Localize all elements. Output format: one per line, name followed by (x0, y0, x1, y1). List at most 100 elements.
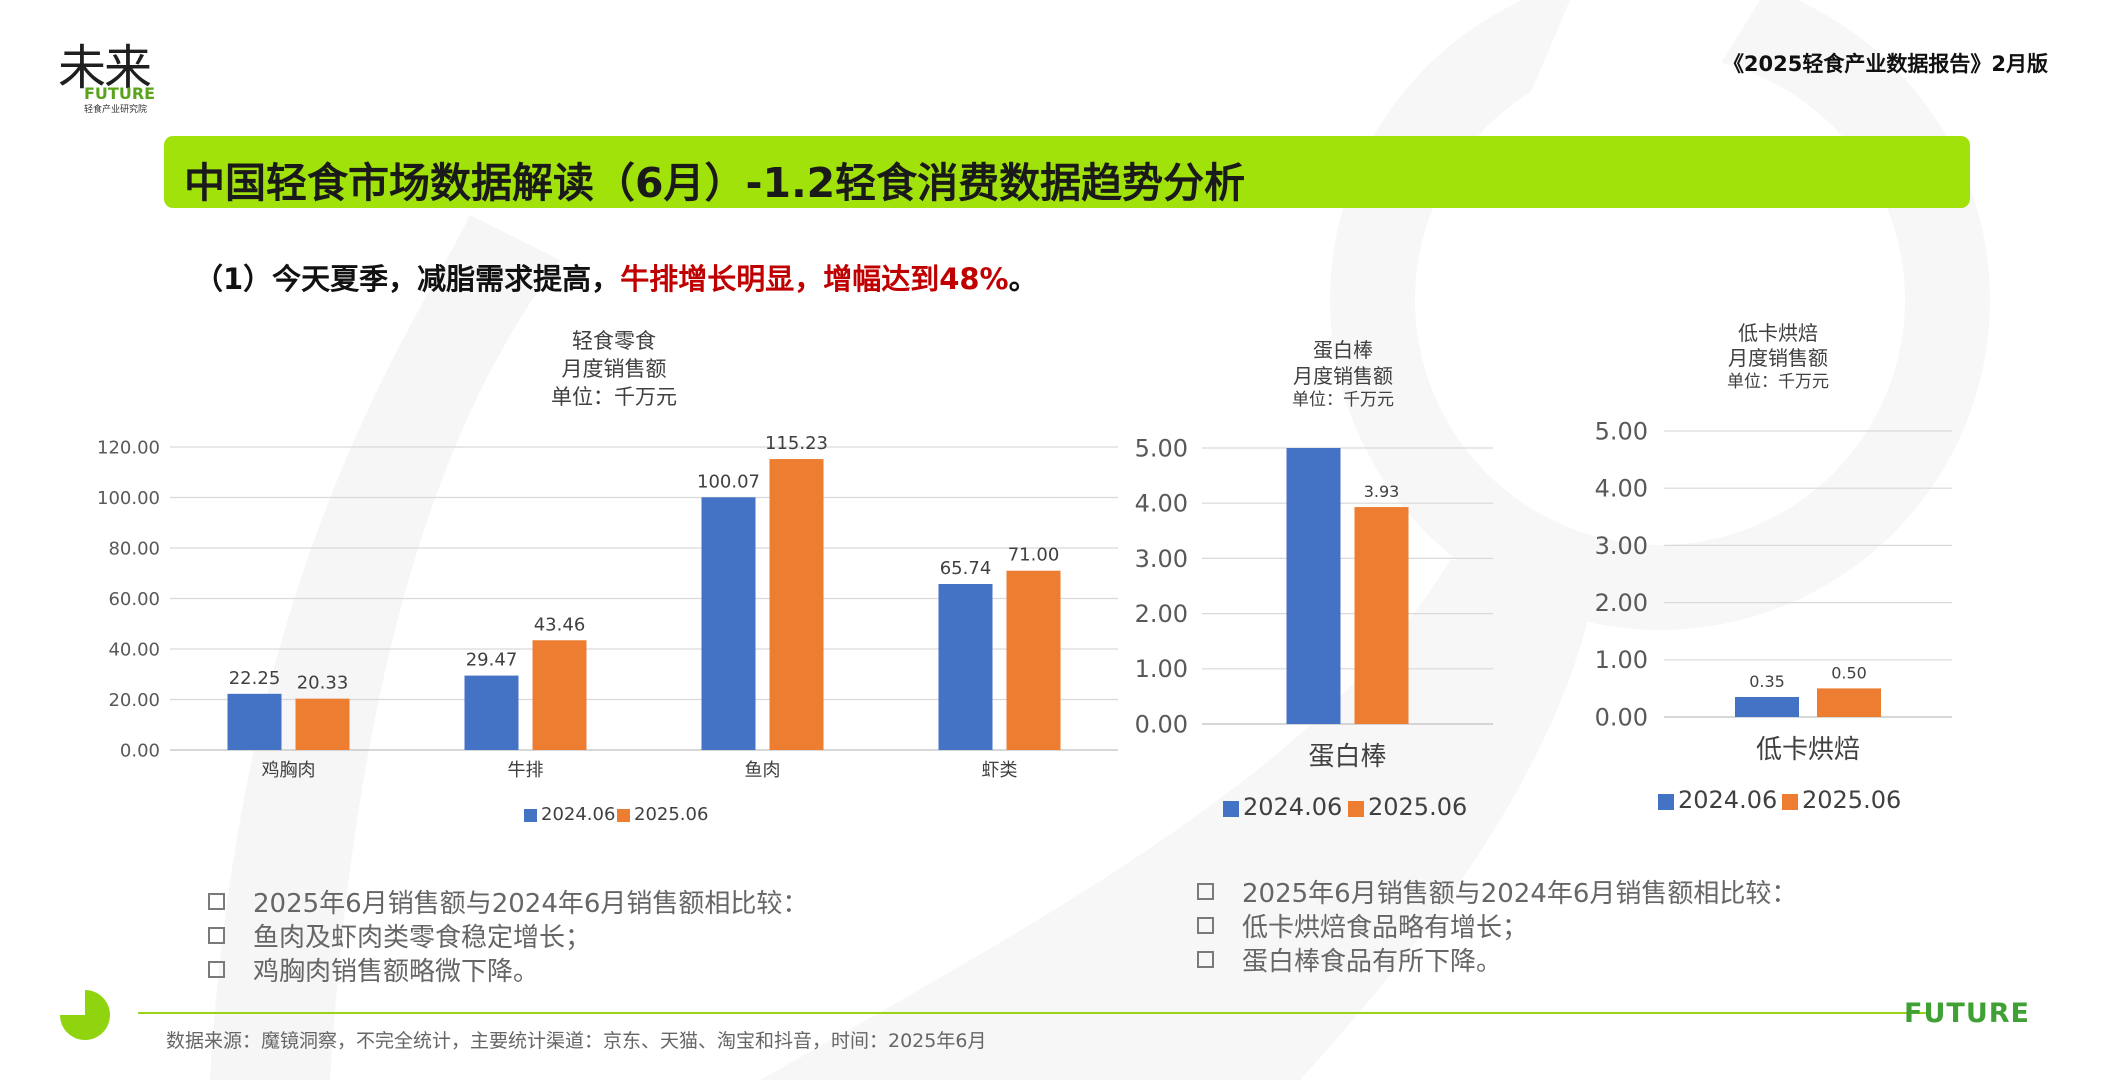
checkbox-icon (208, 892, 225, 910)
legend-swatch (1782, 794, 1798, 810)
y-tick-label: 3.00 (1135, 545, 1188, 573)
checkbox-icon (208, 960, 225, 978)
y-tick-label: 5.00 (1135, 434, 1188, 462)
subtitle-highlight: 牛排增长明显，增幅达到48% (620, 262, 1009, 296)
data-label: 22.25 (229, 668, 281, 689)
chart-title-line: 单位：千万元 (551, 385, 677, 409)
y-tick-label: 100.00 (97, 488, 160, 509)
note-item: 蛋白棒食品有所下降。 (1197, 942, 1797, 977)
chart-title-line: 月度销售额 (1728, 346, 1828, 370)
report-title: 《2025轻食产业数据报告》2月版 (1722, 52, 2048, 76)
x-category-label: 牛排 (508, 760, 544, 781)
y-tick-label: 5.00 (1595, 417, 1648, 445)
data-label: 0.35 (1749, 672, 1785, 691)
data-label: 115.23 (765, 433, 828, 454)
note-item: 鸡胸肉销售额略微下降。 (208, 952, 808, 987)
y-tick-label: 0.00 (1135, 710, 1188, 738)
legend-label: 2025.06 (634, 804, 708, 825)
legend-label: 2025.06 (1368, 793, 1467, 821)
legend-label: 2024.06 (1678, 786, 1777, 814)
bar (1286, 448, 1341, 724)
chart-title-line: 低卡烘焙 (1738, 321, 1818, 345)
data-label: 3.93 (1364, 482, 1400, 501)
x-category-label: 虾类 (982, 760, 1018, 781)
checkbox-icon (1197, 882, 1214, 900)
data-label: 65.74 (940, 558, 992, 579)
subtitle: （1）今天夏季，减脂需求提高，牛排增长明显，增幅达到48%。 (194, 256, 1038, 298)
y-tick-label: 2.00 (1135, 600, 1188, 628)
bar (701, 497, 756, 750)
note-text: 低卡烘焙食品略有增长； (1242, 912, 1529, 943)
logo-subtitle: 轻食产业研究院 (84, 105, 148, 115)
y-tick-label: 4.00 (1135, 490, 1188, 518)
bar (769, 459, 824, 750)
legend-label: 2024.06 (1243, 793, 1342, 821)
bar (532, 640, 587, 750)
y-tick-label: 4.00 (1595, 475, 1648, 503)
x-category-label: 鱼肉 (745, 760, 781, 781)
data-label: 100.07 (697, 471, 760, 492)
data-label: 20.33 (297, 673, 349, 694)
chart-title-line: 单位：千万元 (1727, 372, 1829, 392)
footer-logo-icon (60, 990, 110, 1040)
bar (464, 675, 519, 750)
footer-logo: FUTURE (1904, 998, 2030, 1029)
note-text: 2025年6月销售额与2024年6月销售额相比较： (1242, 878, 1798, 909)
bar (227, 693, 282, 750)
notes-right: 2025年6月销售额与2024年6月销售额相比较： 低卡烘焙食品略有增长； 蛋白… (1197, 874, 1798, 977)
note-text: 鱼肉及虾肉类零食稳定增长； (253, 922, 592, 953)
x-category-label: 低卡烘焙 (1756, 735, 1860, 765)
chart-title-line: 月度销售额 (562, 357, 667, 381)
chart-title-line: 单位：千万元 (1292, 390, 1394, 410)
bar (295, 698, 350, 750)
data-label: 71.00 (1008, 545, 1060, 566)
logo-chinese: 未来 (58, 40, 152, 96)
y-tick-label: 40.00 (108, 639, 160, 660)
note-item: 2025年6月销售额与2024年6月销售额相比较： (1197, 874, 1798, 909)
y-tick-label: 0.00 (1595, 703, 1648, 731)
y-tick-label: 20.00 (108, 690, 160, 711)
data-label: 43.46 (534, 614, 586, 635)
y-tick-label: 60.00 (108, 589, 160, 610)
note-item: 鱼肉及虾肉类零食稳定增长； (208, 918, 808, 953)
page-title: 中国轻食市场数据解读（6月）-1.2轻食消费数据趋势分析 (184, 159, 1246, 207)
y-tick-label: 80.00 (108, 538, 160, 559)
note-text: 2025年6月销售额与2024年6月销售额相比较： (253, 888, 809, 919)
chart-title-line: 蛋白棒 (1313, 338, 1373, 362)
y-tick-label: 3.00 (1595, 532, 1648, 560)
logo-english: FUTURE (84, 84, 156, 103)
legend-swatch (1658, 794, 1674, 810)
chart-title-line: 轻食零食 (572, 329, 656, 353)
x-category-label: 蛋白棒 (1308, 742, 1386, 772)
chart-title-line: 月度销售额 (1293, 364, 1393, 388)
y-tick-label: 120.00 (97, 437, 160, 458)
x-category-label: 鸡胸肉 (262, 760, 316, 781)
y-tick-label: 1.00 (1135, 655, 1188, 683)
title-banner (164, 136, 1970, 208)
checkbox-icon (1197, 916, 1214, 934)
bar (1006, 570, 1061, 750)
legend-label: 2024.06 (541, 804, 615, 825)
note-text: 鸡胸肉销售额略微下降。 (253, 956, 540, 987)
bar (1735, 696, 1799, 717)
legend-label: 2025.06 (1802, 786, 1901, 814)
note-text: 蛋白棒食品有所下降。 (1242, 946, 1503, 977)
note-item: 2025年6月销售额与2024年6月销售额相比较： (208, 884, 809, 919)
bar (1817, 688, 1881, 717)
subtitle-suffix: 。 (1008, 262, 1038, 296)
legend-swatch (617, 809, 630, 822)
footer-divider (138, 1012, 1928, 1014)
y-tick-label: 2.00 (1595, 589, 1648, 617)
data-label: 29.47 (466, 650, 518, 671)
note-item: 低卡烘焙食品略有增长； (1197, 908, 1797, 943)
checkbox-icon (1197, 950, 1214, 968)
y-tick-label: 1.00 (1595, 646, 1648, 674)
legend-swatch (1223, 801, 1239, 817)
subtitle-prefix: （1）今天夏季，减脂需求提高， (194, 262, 621, 296)
data-label: 0.50 (1831, 663, 1867, 682)
legend-swatch (524, 809, 537, 822)
checkbox-icon (208, 926, 225, 944)
bar (938, 584, 993, 750)
bar (1354, 507, 1409, 724)
